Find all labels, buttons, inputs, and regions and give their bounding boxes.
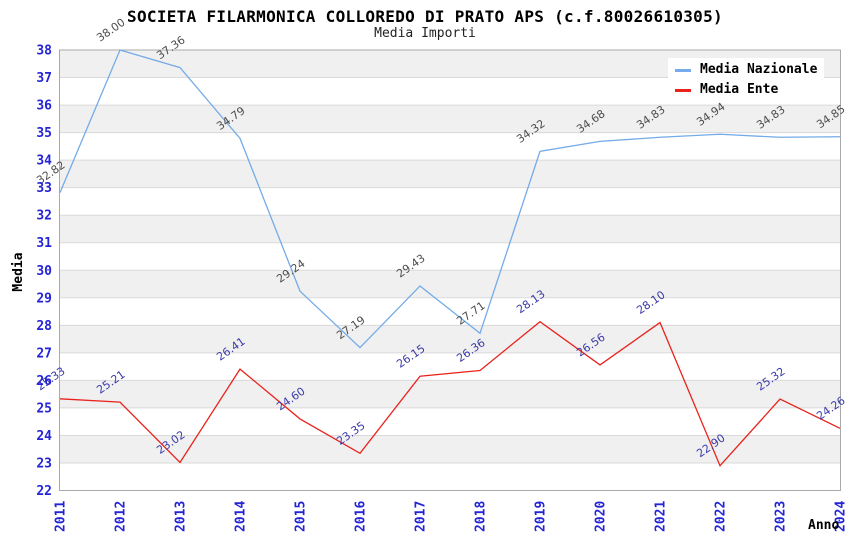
y-tick-label: 38: [36, 44, 52, 59]
x-tick-label: 2022: [714, 501, 729, 532]
chart-subtitle: Media Importi: [374, 26, 476, 41]
plot-band: [59, 105, 841, 133]
legend: Media Nazionale Media Ente: [668, 58, 825, 102]
legend-marker-media-ente-icon: [675, 88, 691, 92]
x-tick-label: 2013: [174, 501, 189, 532]
y-tick-label: 35: [36, 126, 52, 141]
x-tick-label: 2020: [594, 501, 609, 532]
chart-title: SOCIETA FILARMONICA COLLOREDO DI PRATO A…: [127, 7, 723, 26]
legend-item-media-ente: Media Ente: [675, 83, 817, 97]
y-tick-label: 26: [36, 374, 52, 389]
y-tick-label: 36: [36, 99, 52, 114]
y-tick-label: 24: [36, 429, 52, 444]
y-tick-label: 25: [36, 401, 52, 416]
plot-border: [59, 49, 841, 491]
x-axis-title: Anno: [808, 518, 839, 533]
plot-band: [59, 325, 841, 353]
y-tick-label: 33: [36, 181, 52, 196]
y-tick-label: 22: [36, 484, 52, 499]
y-axis-title: Media: [11, 252, 26, 291]
plot-band: [59, 380, 841, 408]
x-tick-label: 2023: [774, 501, 789, 532]
plot-band: [59, 270, 841, 298]
legend-item-media-nazionale: Media Nazionale: [675, 63, 817, 77]
x-tick-label: 2021: [654, 501, 669, 532]
y-tick-label: 30: [36, 264, 52, 279]
legend-label-media-ente: Media Ente: [700, 82, 779, 97]
legend-label-media-nazionale: Media Nazionale: [700, 62, 818, 77]
y-tick-label: 28: [36, 319, 52, 334]
y-tick-label: 32: [36, 209, 52, 224]
legend-marker-media-nazionale-icon: [675, 68, 691, 72]
value-label-media-nazionale: 27.71: [454, 299, 487, 328]
x-tick-label: 2024: [834, 501, 849, 532]
x-tick-label: 2011: [54, 501, 69, 532]
y-tick-label: 34: [36, 154, 52, 169]
series-line-media-ente: [59, 320, 841, 467]
x-tick-label: 2014: [234, 501, 249, 532]
plot-band: [59, 160, 841, 188]
y-tick-label: 27: [36, 346, 52, 361]
plot-band: [59, 435, 841, 463]
y-tick-label: 37: [36, 71, 52, 86]
value-label-media-nazionale: 38.00: [94, 16, 127, 45]
y-tick-label: 31: [36, 236, 52, 251]
y-tick-label: 23: [36, 456, 52, 471]
x-tick-label: 2012: [114, 501, 129, 532]
plot-band: [59, 215, 841, 243]
x-tick-label: 2017: [414, 501, 429, 532]
x-tick-label: 2018: [474, 501, 489, 532]
x-tick-label: 2015: [294, 501, 309, 532]
x-tick-label: 2019: [534, 501, 549, 532]
series-line-media-nazionale: [59, 49, 841, 349]
x-tick-label: 2016: [354, 501, 369, 532]
y-tick-label: 29: [36, 291, 52, 306]
chart-plot-area: 32.8238.0037.3634.7929.2427.1929.4327.71…: [34, 16, 848, 532]
